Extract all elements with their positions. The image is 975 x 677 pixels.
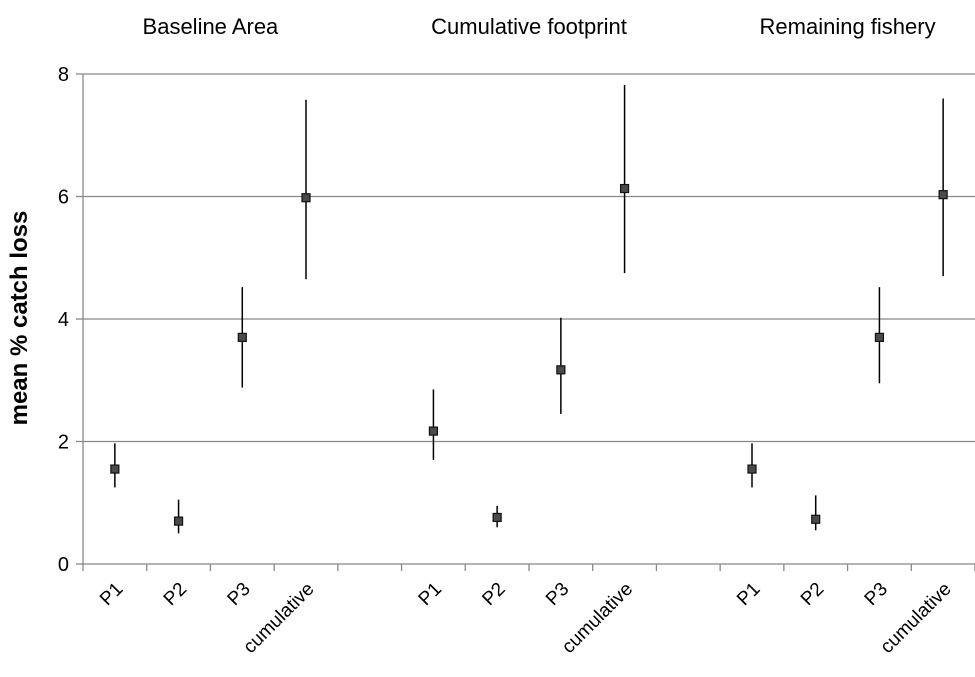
x-tick-label: P1 <box>733 579 764 610</box>
x-tick-label: P2 <box>797 579 828 610</box>
x-tick-label: P2 <box>478 579 509 610</box>
group-title: Remaining fishery <box>760 14 936 39</box>
data-point <box>301 193 311 203</box>
data-point <box>556 365 566 375</box>
group-title: Cumulative footprint <box>431 14 627 39</box>
data-point <box>173 516 184 526</box>
data-point <box>874 332 885 342</box>
x-tick-label: P3 <box>861 579 892 610</box>
data-marks <box>110 85 948 534</box>
x-tick-label: P1 <box>415 579 446 610</box>
y-axis-label: mean % catch loss <box>6 211 33 426</box>
y-tick-label: 8 <box>58 64 69 86</box>
x-tick-label: P2 <box>160 579 191 610</box>
y-tick-label: 0 <box>58 554 69 576</box>
data-point <box>428 426 439 436</box>
x-tick-label: P3 <box>224 579 255 610</box>
data-point <box>492 512 502 523</box>
x-tick-label: P3 <box>542 579 573 610</box>
y-tick-label: 4 <box>58 309 69 331</box>
data-point <box>938 190 948 200</box>
data-point <box>237 332 247 342</box>
axes <box>76 73 975 571</box>
data-point <box>747 464 757 474</box>
y-tick-label: 2 <box>58 432 69 454</box>
data-point <box>811 514 821 524</box>
data-point <box>110 464 120 474</box>
x-tick-label: P1 <box>96 579 127 610</box>
y-tick-label: 6 <box>58 187 69 209</box>
group-title: Baseline Area <box>143 14 280 39</box>
gridlines <box>83 73 975 443</box>
data-point <box>619 183 630 194</box>
